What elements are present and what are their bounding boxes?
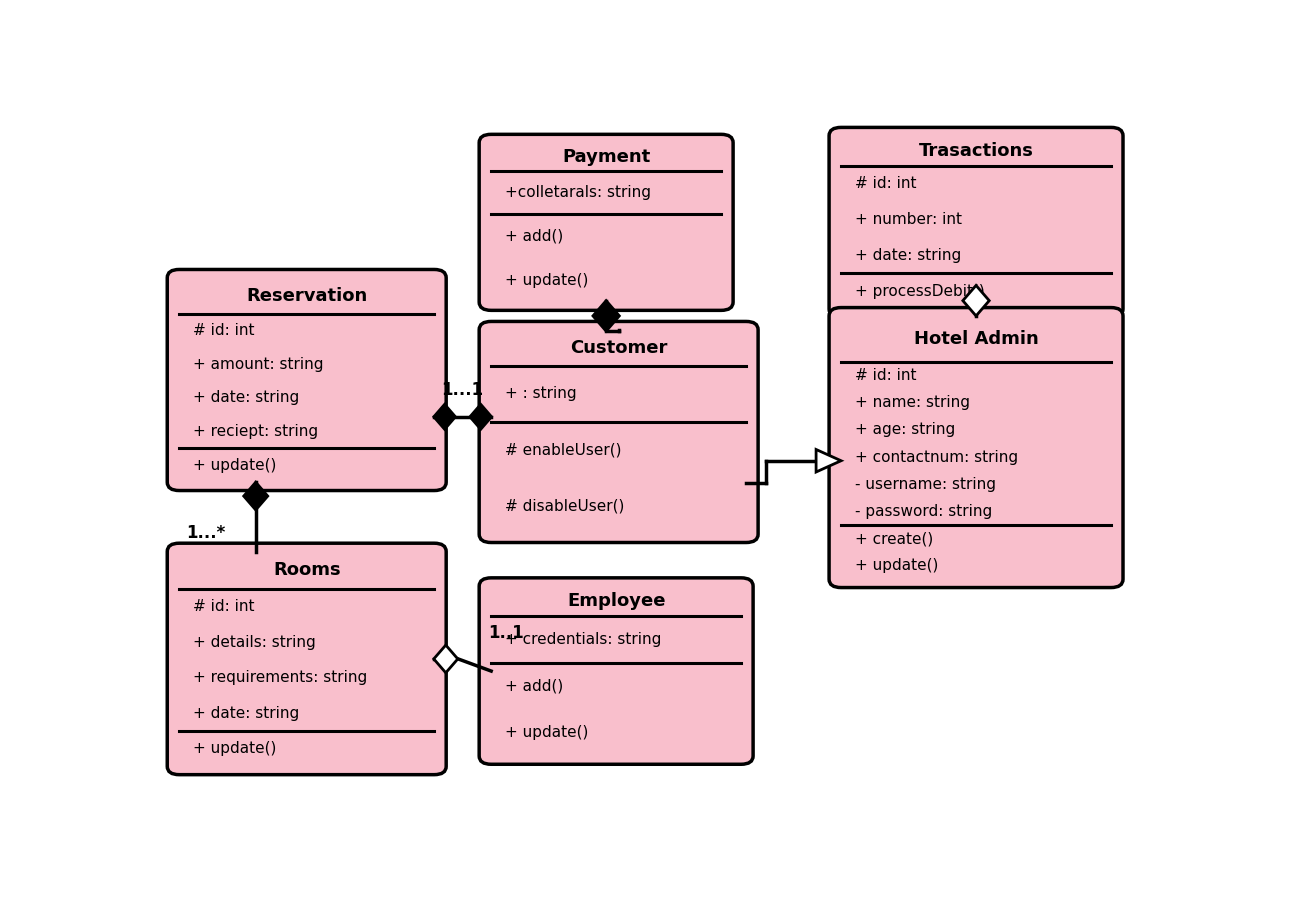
Text: 1..1: 1..1 [488,624,524,642]
Text: Customer: Customer [570,338,667,356]
Text: # id: int: # id: int [194,599,254,615]
Text: Payment: Payment [562,148,650,166]
Text: + processDebit(): + processDebit() [855,284,984,299]
Text: + update(): + update() [194,458,276,473]
Text: + contactnum: string: + contactnum: string [855,449,1018,464]
Text: + number: int: + number: int [855,212,962,227]
Text: + details: string: + details: string [194,634,316,650]
Text: + add(): + add() [506,679,564,693]
Text: # id: int: # id: int [194,323,254,338]
FancyBboxPatch shape [479,578,753,764]
Text: Reservation: Reservation [246,287,368,305]
Text: + add(): + add() [506,229,564,244]
Text: 1...*: 1...* [186,524,226,542]
Text: + update(): + update() [194,741,276,756]
Text: Employee: Employee [566,592,666,610]
FancyBboxPatch shape [829,128,1124,318]
Polygon shape [817,449,841,472]
Text: - username: string: - username: string [855,477,996,491]
Text: + age: string: + age: string [855,422,956,437]
Polygon shape [470,404,491,429]
Text: # disableUser(): # disableUser() [506,499,624,514]
Polygon shape [962,285,989,316]
Polygon shape [244,482,268,510]
Text: + reciept: string: + reciept: string [194,424,319,439]
Text: # enableUser(): # enableUser() [506,443,622,457]
FancyBboxPatch shape [168,544,446,775]
Text: + : string: + : string [506,386,577,401]
FancyBboxPatch shape [479,321,759,543]
Text: + credentials: string: + credentials: string [506,632,662,647]
Text: + date: string: + date: string [194,706,299,721]
Text: + update(): + update() [855,558,938,573]
Polygon shape [433,645,458,673]
Text: +colletarals: string: +colletarals: string [506,185,651,200]
FancyBboxPatch shape [479,134,733,310]
Polygon shape [433,404,455,429]
Text: + update(): + update() [506,725,588,740]
Text: + requirements: string: + requirements: string [194,670,368,685]
Text: + name: string: + name: string [855,395,970,410]
Text: # id: int: # id: int [855,368,917,383]
Text: + update(): + update() [506,273,588,288]
Text: + amount: string: + amount: string [194,356,324,372]
FancyBboxPatch shape [168,269,446,490]
FancyBboxPatch shape [829,308,1124,588]
Text: Trasactions: Trasactions [918,142,1033,160]
Text: Rooms: Rooms [273,562,341,580]
Text: # id: int: # id: int [855,176,917,192]
Polygon shape [593,301,619,331]
Text: 1...1: 1...1 [441,382,484,400]
Text: + create(): + create() [855,531,934,546]
Text: - password: string: - password: string [855,504,992,518]
Text: Hotel Admin: Hotel Admin [913,330,1038,348]
Text: + date: string: + date: string [194,391,299,405]
Text: + date: string: + date: string [855,248,961,263]
